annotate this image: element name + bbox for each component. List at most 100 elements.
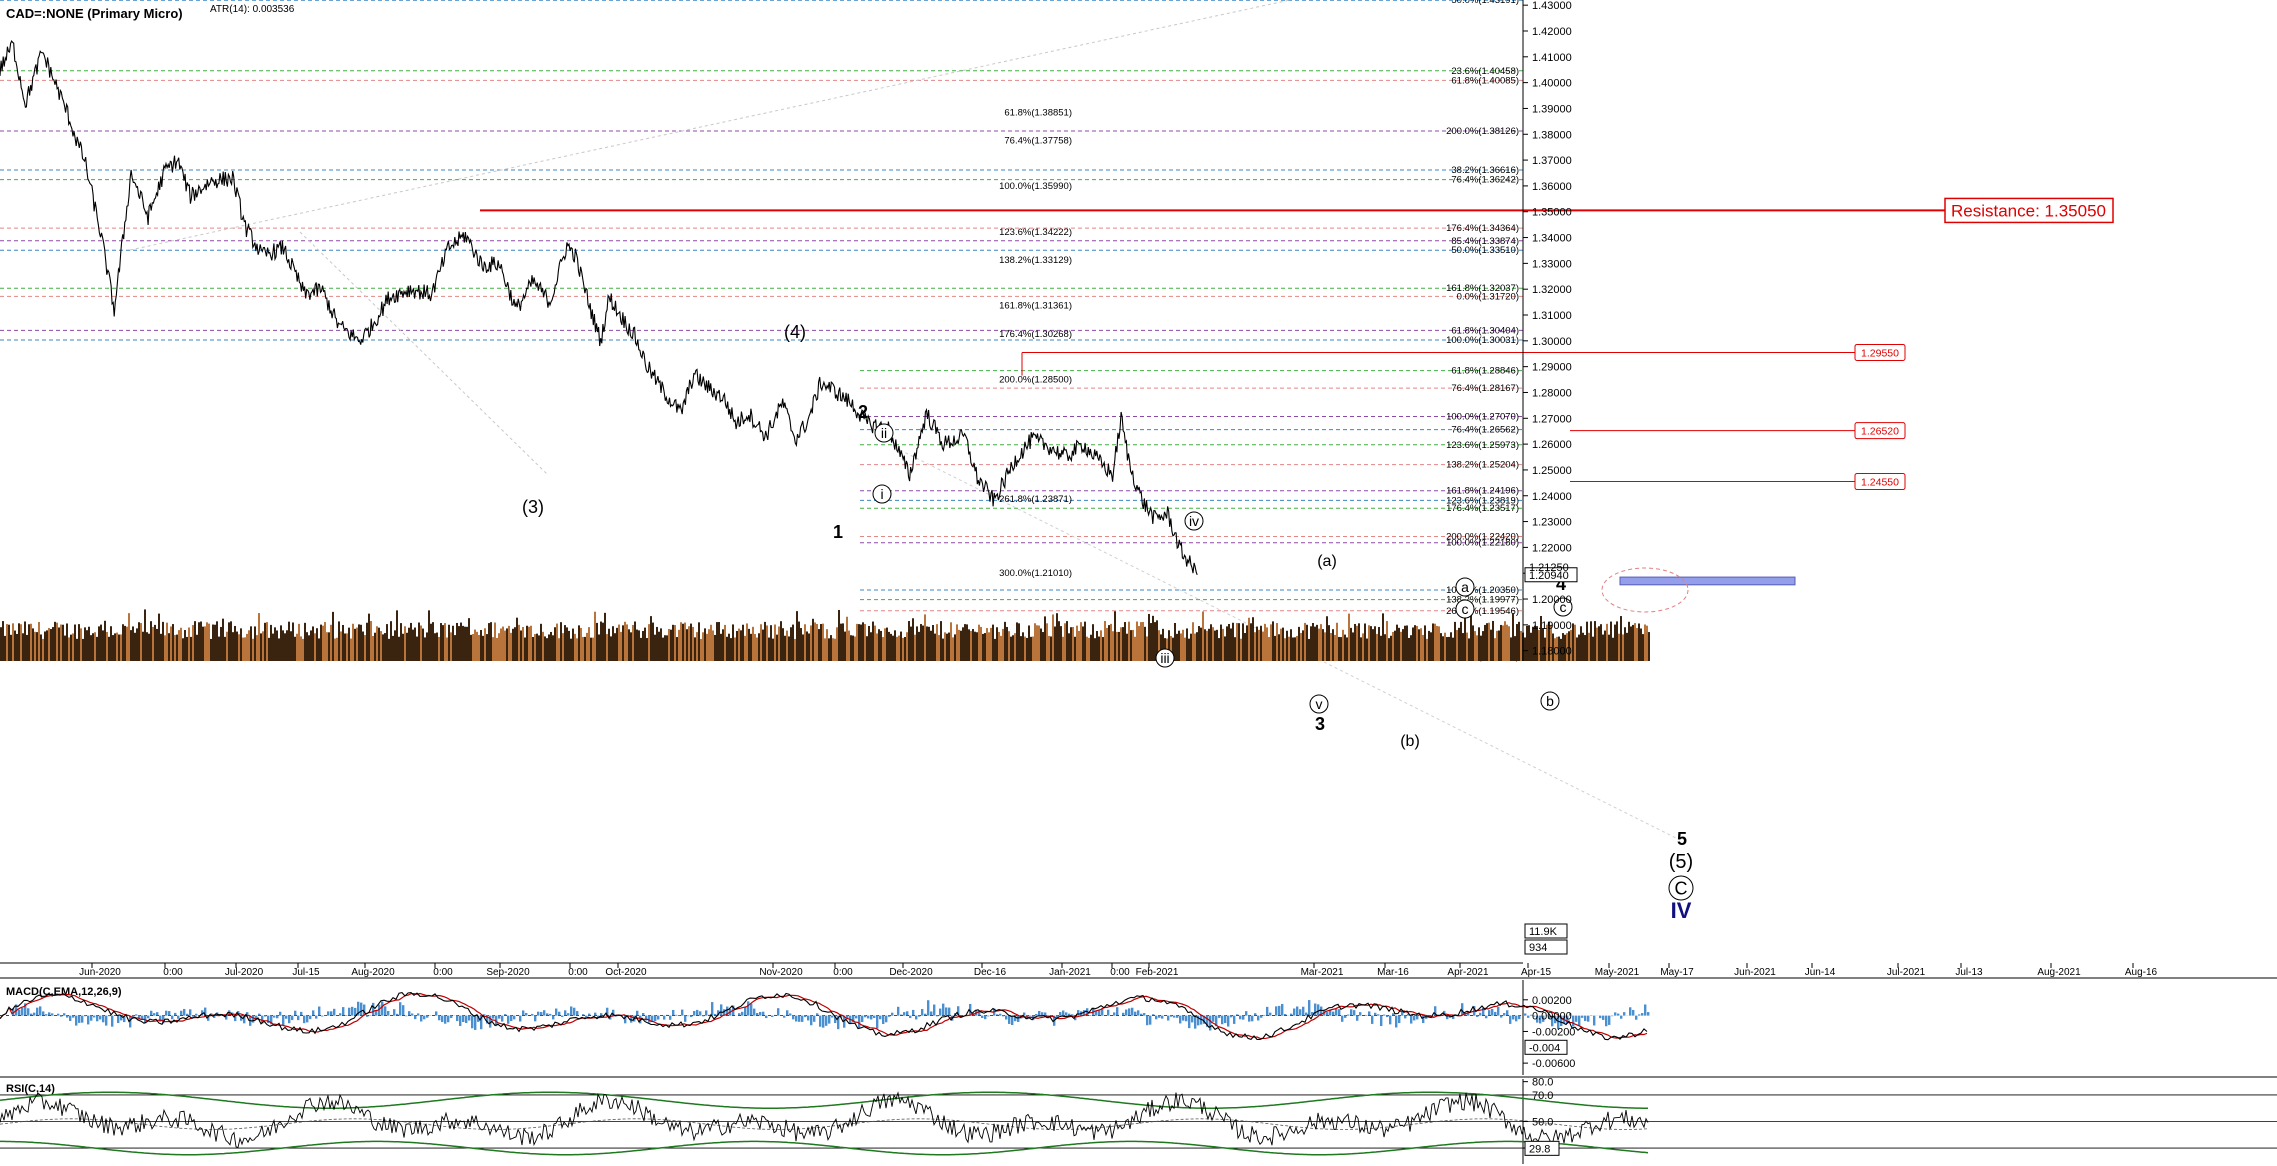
volume-bar (710, 624, 712, 661)
macd-histogram-bar (981, 1015, 984, 1018)
wave-circle (1155, 648, 1175, 668)
volume-bar (882, 637, 884, 661)
fib-label-left: 100.0%(1.35990) (999, 181, 1072, 192)
macd-histogram-bar (1479, 1012, 1482, 1016)
volume-bar (836, 627, 838, 661)
volume-bar (1390, 635, 1392, 661)
macd-histogram-bar (84, 1015, 87, 1017)
volume-bar (446, 637, 448, 661)
macd-histogram-bar (1395, 1015, 1398, 1028)
volume-bar (912, 618, 914, 661)
volume-bar (1448, 636, 1450, 661)
volume-bar (484, 628, 486, 661)
price-tag-2-label: 1.21250 (1529, 562, 1569, 574)
macd-panel[interactable]: MACD(C,EMA,12,26,9) 0.00200 -0.00200 -0.006… (0, 980, 1650, 1075)
volume-bar (114, 633, 116, 661)
price-axis[interactable]: 1.43000 1.42000 1.41000 1.40000 1.39000 1.380… (1522, 0, 1578, 955)
macd-histogram-bar (1341, 1015, 1344, 1022)
macd-histogram-bar (225, 1015, 228, 1020)
macd-histogram-bar (303, 1015, 306, 1024)
macd-histogram-bar (654, 1015, 657, 1022)
volume-bar (1020, 636, 1022, 661)
volume-bar (1568, 631, 1570, 661)
macd-histogram-bar (762, 1011, 765, 1016)
wave-label: c (1462, 601, 1469, 617)
volume-bar (936, 624, 938, 661)
macd-histogram-bar (894, 1015, 897, 1016)
volume-bar (1398, 627, 1400, 661)
wave-circle (1540, 691, 1560, 711)
volume-bar (1418, 629, 1420, 661)
macd-histogram-bar (1212, 1015, 1215, 1022)
time-tick-label: 0:00 (163, 967, 183, 978)
volume-bar (20, 624, 22, 661)
wave-label: (4) (784, 322, 806, 342)
macd-histogram-bar (1083, 1010, 1086, 1016)
volume-bar (1556, 636, 1558, 661)
macd-histogram-bar (1587, 1015, 1590, 1022)
volume-bar (1438, 626, 1440, 661)
volume-bar (842, 623, 844, 661)
volume-bar (162, 621, 164, 661)
volume-bar (418, 622, 420, 661)
volume-bar (22, 633, 24, 661)
volume-bar (800, 628, 802, 661)
macd-histogram-bar (1278, 1005, 1281, 1016)
volume-bar (814, 622, 816, 661)
volume-bar (268, 637, 270, 661)
volume-bar (36, 632, 38, 661)
macd-histogram-bar (456, 1015, 459, 1022)
macd-histogram-bar (273, 1015, 276, 1018)
volume-bar (1018, 623, 1020, 661)
macd-histogram-bar (510, 1015, 513, 1021)
volume-bar (314, 633, 316, 661)
macd-histogram-bar (804, 1015, 807, 1018)
volume-bar (210, 638, 212, 661)
macd-histogram-bar (252, 1015, 255, 1023)
macd-histogram-bar (1155, 1015, 1158, 1020)
macd-histogram-bar (1254, 1013, 1257, 1016)
volume-bar (906, 632, 908, 661)
macd-histogram-bar (921, 1008, 924, 1016)
macd-histogram-bar (858, 1015, 861, 1029)
time-axis[interactable]: Jun-2020 0:00 Jul-2020 Jul-15 Aug-2020 0:00 Se… (0, 962, 2158, 978)
wave-circle (1455, 599, 1475, 619)
macd-histogram-bar (525, 1012, 528, 1016)
volume-bar (1302, 630, 1304, 661)
macd-histogram-bar (1371, 1015, 1374, 1024)
rsi-panel[interactable]: RSI(C,14)80.070.050.030.029.8 (0, 1077, 2277, 1164)
price-tick-label: 1.31000 (1532, 310, 1572, 322)
macd-histogram-bar (1407, 1013, 1410, 1016)
macd-histogram-bar (411, 1013, 414, 1016)
fib-label-right: 138.2%(1.19977) (1446, 595, 1519, 606)
volume-bar (986, 628, 988, 661)
macd-histogram-bar (693, 1011, 696, 1016)
macd-histogram-bar (756, 1013, 759, 1016)
volume-bar (296, 633, 298, 661)
volume-bar (970, 630, 972, 661)
macd-histogram-bar (1482, 1007, 1485, 1016)
macd-histogram-bar (906, 1011, 909, 1016)
volume-bar (1354, 623, 1356, 661)
volume-bar (448, 624, 450, 661)
volume-bar (600, 621, 602, 661)
price-tick-label: 1.24000 (1532, 491, 1572, 503)
time-tick-label: Dec-16 (974, 967, 1007, 978)
volume-bar (982, 633, 984, 661)
main-price-panel[interactable]: 50.0%(1.43191) 23.6%(1.40458)61.8%(1.4008… (0, 0, 2158, 978)
volume-bar (232, 632, 234, 661)
volume-bar (496, 637, 498, 661)
volume-bar (310, 630, 312, 661)
macd-histogram-bar (1560, 1015, 1563, 1027)
volume-bar (90, 635, 92, 661)
volume-bar (1070, 627, 1072, 661)
macd-histogram-bar (357, 1001, 360, 1016)
volume-bar (160, 633, 162, 661)
macd-histogram-bar (522, 1010, 525, 1016)
macd-histogram-bar (1335, 1008, 1338, 1016)
volume-tag-2-label: 934 (1529, 942, 1547, 954)
volume-bar (144, 609, 146, 661)
volume-bar (196, 634, 198, 661)
volume-bar (656, 626, 658, 661)
